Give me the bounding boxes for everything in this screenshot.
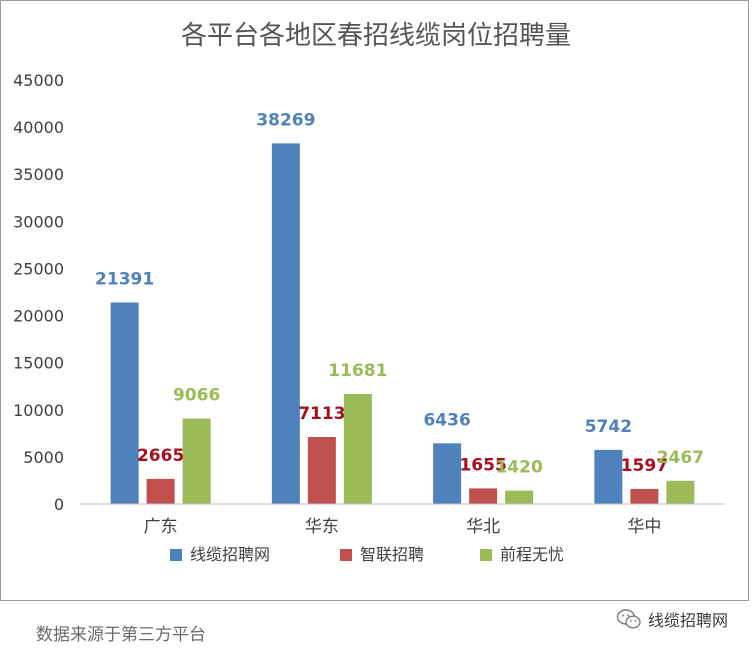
- legend-swatch: [340, 549, 352, 561]
- bar: [433, 443, 462, 504]
- bar: [307, 436, 336, 504]
- legend-label: 前程无忧: [500, 545, 564, 564]
- x-axis: 广东 华东 华北 华中: [80, 503, 725, 537]
- x-tick-label: 华中: [627, 517, 661, 537]
- bar: [630, 488, 659, 504]
- y-tick-label: 30000: [13, 212, 64, 231]
- bar: [505, 490, 534, 504]
- x-tick-label: 广东: [144, 517, 178, 537]
- brand-watermark: 线缆招聘网: [616, 607, 728, 631]
- data-label: 7113: [298, 404, 345, 424]
- y-tick-label: 25000: [13, 259, 64, 278]
- bar: [110, 302, 139, 504]
- legend-label: 线缆招聘网: [190, 545, 270, 564]
- data-source-note: 数据来源于第三方平台: [36, 625, 206, 645]
- data-label: 21391: [95, 269, 154, 289]
- data-label: 2467: [657, 448, 704, 468]
- legend-label: 智联招聘: [360, 545, 424, 564]
- y-tick-label: 35000: [13, 165, 64, 184]
- y-tick-label: 0: [54, 495, 64, 514]
- data-label: 1420: [495, 458, 542, 478]
- data-label: 38269: [256, 110, 315, 130]
- legend: 线缆招聘网 智联招聘 前程无忧: [170, 545, 564, 564]
- y-tick-label: 15000: [13, 354, 64, 373]
- y-tick-label: 10000: [13, 401, 64, 420]
- data-label: 1655: [459, 455, 506, 475]
- chart-title: 各平台各地区春招线缆岗位招聘量: [181, 21, 571, 51]
- y-tick-label: 40000: [13, 118, 64, 137]
- y-tick-label: 20000: [13, 307, 64, 326]
- y-tick-label: 5000: [23, 448, 64, 467]
- legend-swatch: [170, 549, 182, 561]
- wechat-icon: [616, 609, 641, 629]
- data-label: 6436: [423, 410, 470, 430]
- brand-name: 线缆招聘网: [647, 611, 728, 630]
- legend-swatch: [480, 549, 492, 561]
- bar: [594, 449, 623, 504]
- bar: [469, 488, 498, 504]
- data-label: 5742: [585, 417, 632, 437]
- data-label: 9066: [173, 386, 220, 406]
- data-label: 1597: [621, 456, 668, 476]
- bar: [666, 480, 695, 504]
- bar: [146, 478, 175, 504]
- y-axis: 0 5000 10000 15000 20000 25000 30000 35000 40000…: [13, 71, 64, 514]
- bar: [182, 418, 211, 504]
- x-tick-label: 华东: [305, 517, 339, 537]
- data-label: 2665: [137, 446, 184, 466]
- y-tick-label: 45000: [13, 71, 64, 90]
- bar: [343, 393, 372, 504]
- bar: [271, 143, 300, 505]
- data-label: 11681: [328, 361, 387, 381]
- x-tick-label: 华北: [466, 517, 500, 537]
- bar-chart: 各平台各地区春招线缆岗位招聘量 0 5000 10000 15000 20000 2500…: [13, 21, 725, 564]
